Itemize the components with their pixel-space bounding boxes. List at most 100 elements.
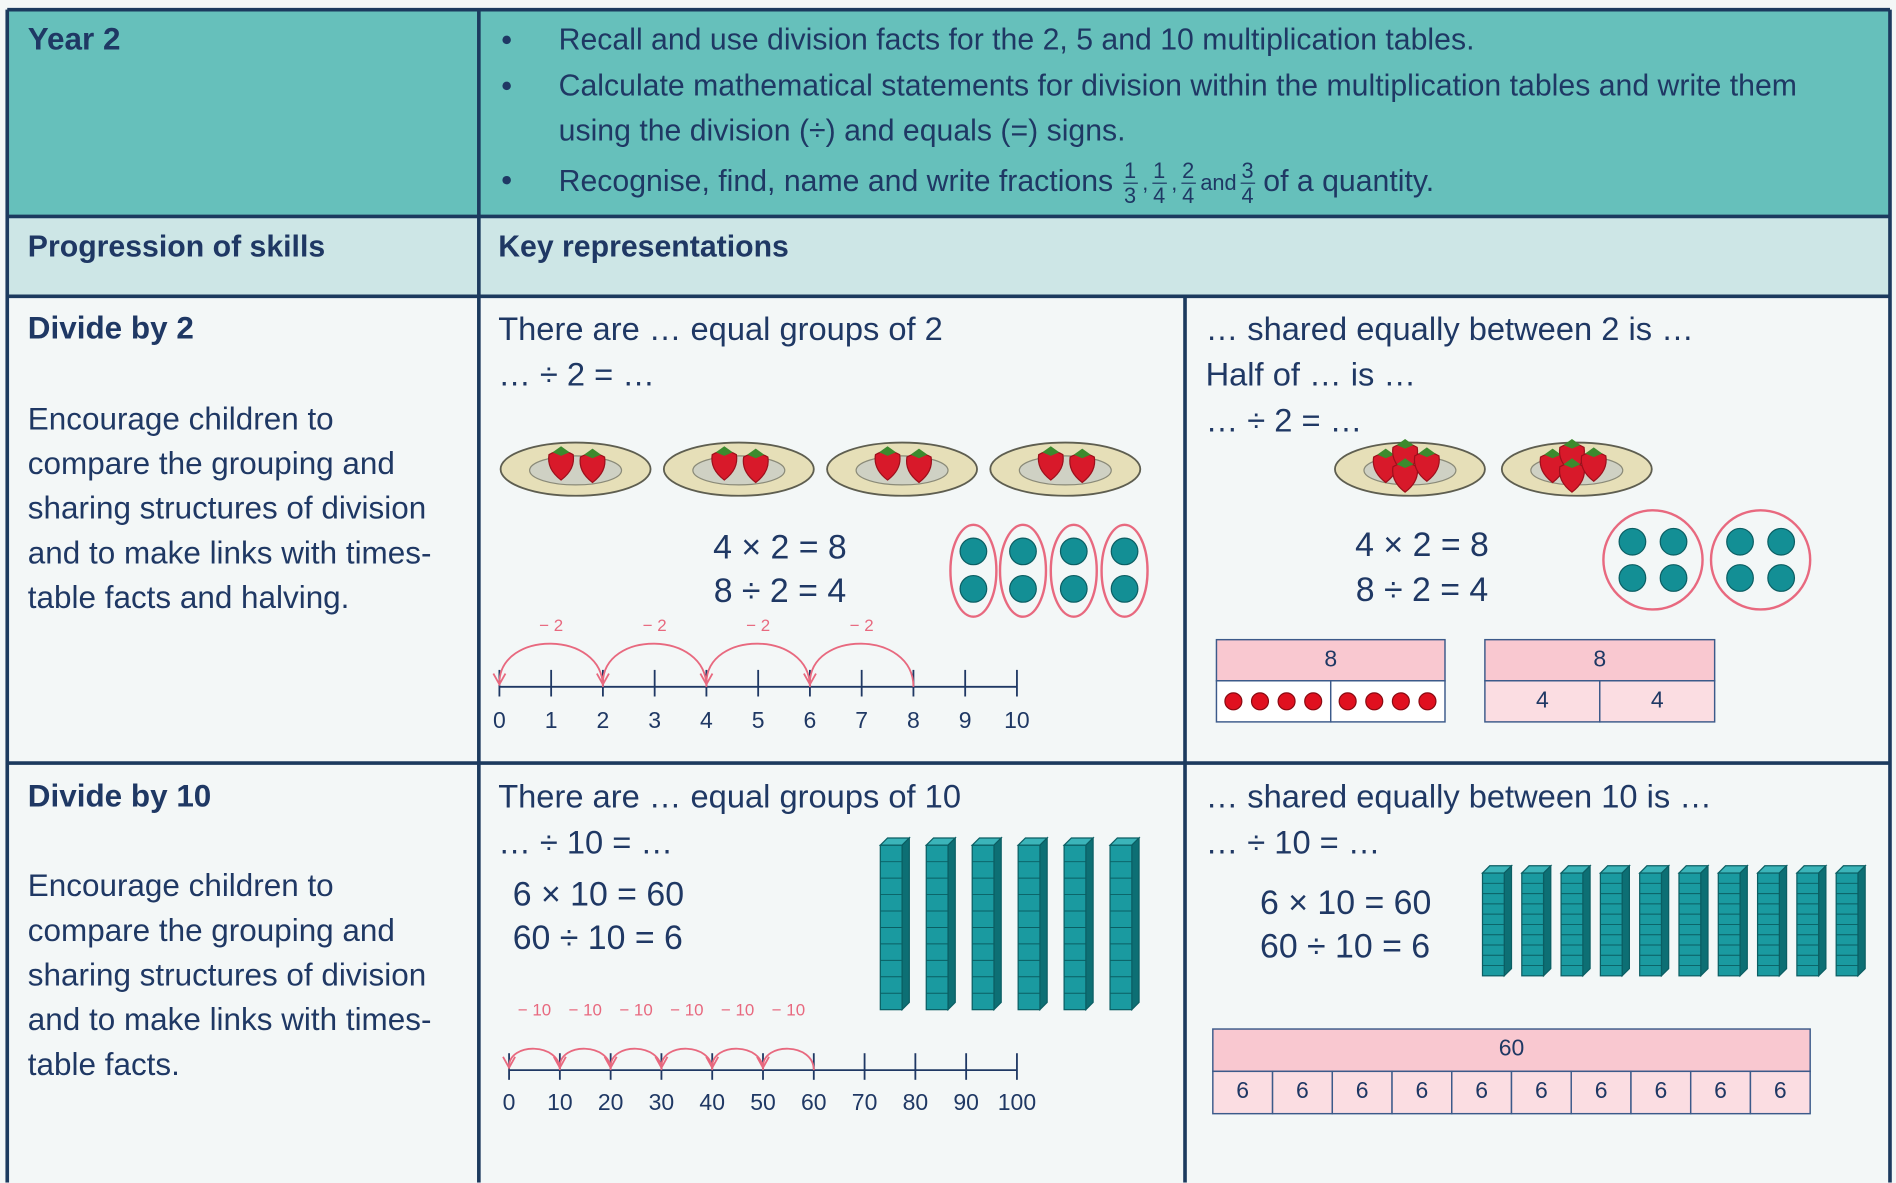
numerator: 2 bbox=[1180, 158, 1196, 184]
counter bbox=[959, 574, 988, 603]
rod-side bbox=[993, 836, 1002, 1012]
number-line-label: 3 bbox=[648, 708, 662, 734]
counter bbox=[1618, 564, 1647, 592]
number-line-label: 8 bbox=[907, 708, 920, 734]
bar-whole-label: 8 bbox=[1593, 646, 1607, 672]
bar-part bbox=[1570, 1070, 1632, 1115]
bar-part-label: 6 bbox=[1654, 1078, 1668, 1105]
strawberry-leaf bbox=[879, 446, 897, 456]
bar-part bbox=[1510, 1070, 1572, 1115]
strawberry-leaf bbox=[1042, 446, 1060, 456]
plate-inner bbox=[692, 455, 786, 486]
group-ring bbox=[949, 523, 998, 618]
counter bbox=[959, 537, 988, 566]
jump-arc bbox=[558, 1047, 612, 1071]
counter-dot bbox=[1224, 692, 1243, 711]
strawberry-leaf bbox=[584, 448, 601, 459]
counter-dot bbox=[1304, 692, 1323, 711]
bar-whole bbox=[1212, 1028, 1811, 1073]
number-line-label: 6 bbox=[803, 708, 817, 734]
number-line-label: 90 bbox=[953, 1090, 979, 1116]
numerator: 1 bbox=[1151, 158, 1167, 184]
counter bbox=[1009, 537, 1037, 566]
rod-side bbox=[1621, 864, 1631, 978]
jump-arc bbox=[660, 1047, 714, 1071]
jump-arrowhead bbox=[502, 1056, 516, 1070]
number-line-label: 5 bbox=[751, 708, 765, 734]
rod-side bbox=[1039, 836, 1048, 1012]
column-heading: Key representations bbox=[498, 229, 789, 264]
bar-whole-label: 60 bbox=[1498, 1036, 1525, 1062]
bar-part-label: 6 bbox=[1594, 1078, 1608, 1105]
rod-side bbox=[901, 836, 910, 1012]
rod-side bbox=[1778, 864, 1788, 978]
number-line-label: 60 bbox=[801, 1090, 827, 1116]
bar-part bbox=[1484, 680, 1601, 723]
jump-arrowhead bbox=[492, 673, 507, 687]
rod-side bbox=[1739, 864, 1748, 978]
strawberry-leaf bbox=[1585, 447, 1603, 458]
prompt: Half of … is … bbox=[1205, 356, 1417, 393]
denominator: 4 bbox=[1182, 183, 1195, 208]
counter-dot bbox=[1277, 692, 1296, 711]
strawberry-leaf bbox=[1396, 438, 1414, 449]
jump-label: − 2 bbox=[746, 614, 771, 635]
strawberry-leaf bbox=[910, 448, 928, 459]
strawberry-leaf bbox=[715, 446, 733, 456]
strawberry-leaf bbox=[1073, 448, 1091, 459]
jump-arc bbox=[809, 642, 915, 687]
jump-label: − 10 bbox=[619, 999, 653, 1019]
rod-side bbox=[1818, 864, 1827, 978]
strawberry-leaf bbox=[1396, 458, 1414, 468]
number-line-label: 40 bbox=[699, 1090, 726, 1116]
jump-arc bbox=[762, 1047, 815, 1071]
bar-part bbox=[1599, 680, 1716, 723]
counter bbox=[1618, 527, 1647, 556]
denominator: 3 bbox=[1124, 183, 1137, 208]
table-lines bbox=[5, 7, 1892, 1183]
row-description: Encourage children to compare the groupi… bbox=[27, 400, 432, 616]
strawberry-leaf bbox=[552, 446, 570, 456]
counter bbox=[1059, 537, 1088, 566]
objective-text: Recall and use division facts for the 2,… bbox=[558, 22, 1475, 57]
prompt: … shared equally between 10 is … bbox=[1205, 778, 1712, 815]
counter bbox=[1110, 537, 1139, 566]
plate-inner bbox=[855, 455, 949, 486]
equation: 8 ÷ 2 = 4 bbox=[1355, 570, 1489, 609]
counter bbox=[1009, 574, 1037, 603]
number-line-label: 70 bbox=[851, 1090, 878, 1116]
jump-arc bbox=[602, 642, 708, 687]
counter bbox=[1726, 564, 1754, 592]
jump-label: − 10 bbox=[771, 999, 806, 1019]
counter bbox=[1659, 527, 1688, 556]
rod-side bbox=[1660, 864, 1670, 978]
jump-arc bbox=[609, 1047, 663, 1071]
counter-dot bbox=[1365, 692, 1384, 711]
bar-whole bbox=[1484, 638, 1716, 682]
rod-side bbox=[1131, 836, 1140, 1012]
jump-label: − 2 bbox=[849, 614, 874, 635]
column-band bbox=[7, 216, 1890, 297]
objective-text: Calculate mathematical statements for di… bbox=[558, 68, 1797, 148]
rod-side bbox=[947, 836, 956, 1012]
prompt: There are … equal groups of 2 bbox=[498, 310, 943, 347]
number-line-label: 10 bbox=[547, 1090, 573, 1116]
bar-part bbox=[1212, 1070, 1274, 1115]
strawberry-leaf bbox=[1377, 448, 1395, 459]
equation: 8 ÷ 2 = 4 bbox=[713, 572, 847, 610]
separator: and bbox=[1200, 170, 1237, 195]
objective-text: Recognise, find, name and write fraction… bbox=[558, 164, 1114, 199]
counter bbox=[1767, 527, 1796, 556]
year-title: Year 2 bbox=[27, 20, 121, 57]
plate-inner bbox=[529, 455, 623, 486]
strawberry-leaf bbox=[1563, 458, 1581, 468]
number-line-label: 7 bbox=[855, 708, 869, 734]
bar-part bbox=[1630, 1070, 1692, 1115]
counter bbox=[1726, 527, 1754, 556]
bar-part-label: 4 bbox=[1535, 687, 1549, 713]
number-line-label: 0 bbox=[493, 708, 506, 734]
jump-label: − 10 bbox=[517, 999, 552, 1019]
